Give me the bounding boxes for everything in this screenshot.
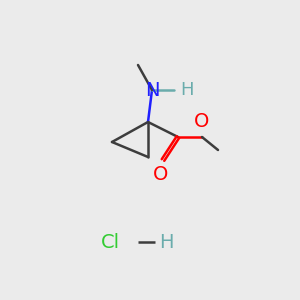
Text: O: O <box>194 112 210 131</box>
Text: H: H <box>159 232 173 251</box>
Text: Cl: Cl <box>101 232 120 251</box>
Text: N: N <box>145 80 159 100</box>
Text: H: H <box>180 81 194 99</box>
Text: O: O <box>153 165 169 184</box>
